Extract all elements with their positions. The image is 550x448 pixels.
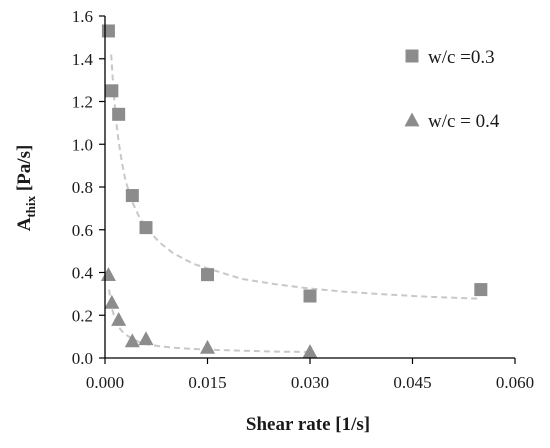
y-axis-title-main: A [14, 217, 35, 231]
legend-marker-series-2 [404, 112, 420, 127]
plot-area [100, 24, 488, 358]
data-point-series-1 [125, 189, 139, 203]
x-tick-label: 0.030 [291, 373, 329, 392]
y-tick-label: 0.2 [72, 306, 93, 325]
y-axis-title: Athix [Pa/s] [14, 145, 38, 232]
legend: w/c =0.3 w/c = 0.4 [404, 47, 500, 132]
y-tick-label: 0.0 [72, 349, 93, 368]
data-point-series-2 [124, 333, 140, 348]
data-point-series-1 [101, 24, 115, 38]
x-tick-label: 0.000 [86, 373, 124, 392]
y-tick-label: 1.0 [72, 135, 93, 154]
y-tick-label: 0.4 [72, 264, 94, 283]
data-point-series-1 [303, 289, 317, 303]
trendline-series-2 [108, 289, 311, 353]
data-point-series-2 [104, 294, 120, 309]
legend-label-series-2: w/c = 0.4 [428, 111, 500, 132]
x-tick-label: 0.060 [496, 373, 534, 392]
data-point-series-2 [200, 339, 215, 354]
data-point-series-1 [112, 107, 126, 121]
data-point-series-1 [201, 268, 214, 282]
data-point-series-2 [100, 267, 116, 282]
x-tick-label: 0.045 [393, 373, 431, 392]
trendline-series-1 [110, 54, 481, 300]
data-point-series-1 [105, 84, 119, 98]
y-axis-title-unit: [Pa/s] [14, 145, 35, 196]
y-tick-label: 1.2 [72, 93, 93, 112]
x-tick-label: 0.015 [188, 373, 226, 392]
data-point-series-2 [138, 331, 154, 346]
axes: 0.0 0.2 0.4 0.6 0.8 1.0 1.2 1.4 1.6 0.000 0.015 0.0… [72, 7, 534, 392]
legend-label-series-1: w/c =0.3 [428, 47, 495, 68]
data-point-series-2 [302, 344, 318, 358]
y-tick-label: 1.6 [72, 7, 93, 26]
x-axis-title: Shear rate [1/s] [246, 414, 370, 435]
data-point-series-1 [139, 221, 153, 235]
y-tick-label: 1.4 [72, 50, 94, 69]
legend-marker-series-1 [405, 49, 419, 63]
y-tick-label: 0.8 [72, 178, 93, 197]
data-point-series-1 [474, 283, 488, 297]
y-tick-label: 0.6 [72, 221, 93, 240]
y-axis-title-sub: thix [23, 195, 38, 217]
data-point-series-2 [111, 312, 127, 326]
